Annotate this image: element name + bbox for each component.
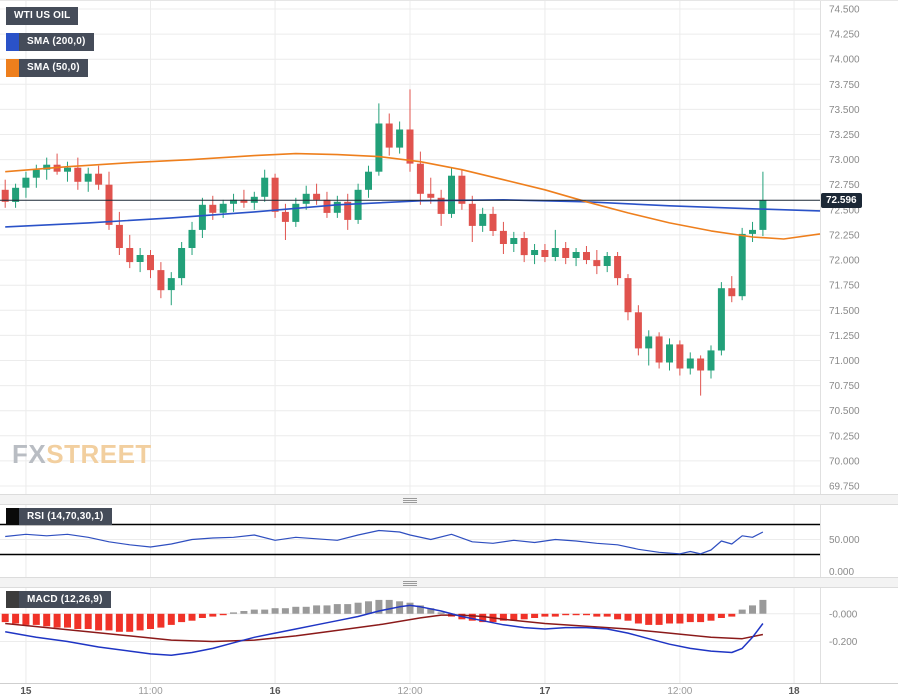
svg-text:71.500: 71.500 bbox=[829, 306, 860, 317]
panel-splitter-2[interactable] bbox=[0, 577, 898, 588]
macd-histogram bbox=[1, 599, 767, 632]
macd-axis-labels: -0.000 -0.200 bbox=[829, 609, 858, 648]
candlestick-chart-canvas[interactable]: 74.500 74.250 74.000 73.750 73.500 73.250 73.0… bbox=[0, 1, 898, 494]
macd-color-chip bbox=[6, 591, 19, 608]
candle-series bbox=[1, 89, 767, 396]
svg-text:74.500: 74.500 bbox=[829, 5, 860, 16]
time-axis[interactable]: 15 11:00 16 12:00 17 12:00 18 bbox=[0, 683, 898, 697]
time-label: 11:00 bbox=[138, 686, 163, 697]
svg-text:50.000: 50.000 bbox=[829, 535, 860, 546]
svg-text:73.250: 73.250 bbox=[829, 130, 860, 141]
sma50-badge[interactable]: SMA (50,0) bbox=[19, 59, 88, 77]
svg-text:-0.000: -0.000 bbox=[829, 609, 858, 620]
fxstreet-logo-street: STREET bbox=[46, 439, 152, 469]
price-panel: 74.500 74.250 74.000 73.750 73.500 73.250 73.0… bbox=[0, 1, 898, 494]
svg-text:72.000: 72.000 bbox=[829, 256, 860, 267]
svg-text:74.250: 74.250 bbox=[829, 30, 860, 41]
time-label: 16 bbox=[269, 686, 281, 697]
svg-text:0.000: 0.000 bbox=[829, 567, 854, 577]
time-label: 12:00 bbox=[667, 686, 693, 697]
sma-50-line bbox=[5, 152, 821, 240]
sma200-badge[interactable]: SMA (200,0) bbox=[19, 33, 94, 51]
current-price-badge: 72.596 bbox=[821, 192, 862, 208]
svg-text:70.000: 70.000 bbox=[829, 456, 860, 467]
svg-text:74.000: 74.000 bbox=[829, 55, 860, 66]
macd-badge[interactable]: MACD (12,26,9) bbox=[19, 591, 111, 608]
panel-splitter-1[interactable] bbox=[0, 494, 898, 505]
sma50-color-chip bbox=[6, 59, 19, 77]
rsi-level-lines bbox=[0, 523, 820, 556]
rsi-color-chip bbox=[6, 508, 19, 525]
rsi-legend[interactable]: RSI (14,70,30,1) bbox=[6, 508, 112, 525]
rsi-axis-labels: 50.000 0.000 bbox=[829, 535, 860, 577]
fxstreet-logo: FXSTREET bbox=[12, 439, 152, 470]
vertical-gridlines bbox=[25, 1, 795, 494]
svg-text:-0.200: -0.200 bbox=[829, 637, 858, 648]
time-label: 18 bbox=[788, 686, 800, 697]
legend-row-sma200[interactable]: SMA (200,0) bbox=[6, 33, 94, 51]
macd-chart-canvas[interactable]: -0.000 -0.200 bbox=[0, 588, 898, 683]
macd-legend[interactable]: MACD (12,26,9) bbox=[6, 591, 111, 608]
symbol-badge[interactable]: WTI US OIL bbox=[6, 7, 79, 25]
drag-grip-icon[interactable] bbox=[403, 580, 417, 587]
svg-text:70.750: 70.750 bbox=[829, 381, 860, 392]
svg-text:70.250: 70.250 bbox=[829, 431, 860, 442]
svg-text:73.500: 73.500 bbox=[829, 105, 860, 116]
rsi-line bbox=[5, 529, 764, 555]
time-label: 17 bbox=[539, 686, 551, 697]
rsi-chart-canvas[interactable]: 50.000 0.000 bbox=[0, 505, 898, 577]
fxstreet-logo-fx: FX bbox=[12, 439, 47, 469]
time-label: 15 bbox=[20, 686, 32, 697]
svg-text:72.750: 72.750 bbox=[829, 180, 860, 191]
time-label: 12:00 bbox=[397, 686, 423, 697]
macd-line bbox=[5, 604, 764, 657]
drag-grip-icon[interactable] bbox=[403, 497, 417, 504]
vertical-gridlines bbox=[25, 505, 795, 577]
svg-text:73.000: 73.000 bbox=[829, 155, 860, 166]
sma200-color-chip bbox=[6, 33, 19, 51]
svg-text:72.250: 72.250 bbox=[829, 230, 860, 241]
svg-text:71.250: 71.250 bbox=[829, 331, 860, 342]
legend-row-symbol[interactable]: WTI US OIL bbox=[6, 7, 94, 25]
svg-text:72.500: 72.500 bbox=[829, 205, 860, 216]
sma-200-line bbox=[5, 199, 821, 228]
rsi-panel: 50.000 0.000 RSI (14,70,30,1) bbox=[0, 505, 898, 577]
svg-text:71.000: 71.000 bbox=[829, 356, 860, 367]
svg-text:69.750: 69.750 bbox=[829, 482, 860, 493]
macd-signal-line bbox=[5, 614, 764, 643]
svg-text:71.750: 71.750 bbox=[829, 281, 860, 292]
chart-legend: WTI US OIL SMA (200,0) SMA (50,0) bbox=[6, 7, 94, 77]
legend-row-sma50[interactable]: SMA (50,0) bbox=[6, 59, 94, 77]
price-axis-labels: 74.500 74.250 74.000 73.750 73.500 73.250 73.0… bbox=[829, 5, 860, 493]
rsi-badge[interactable]: RSI (14,70,30,1) bbox=[19, 508, 112, 525]
svg-text:70.500: 70.500 bbox=[829, 406, 860, 417]
macd-panel: -0.000 -0.200 MACD (12,26,9) bbox=[0, 588, 898, 683]
svg-text:73.750: 73.750 bbox=[829, 80, 860, 91]
vertical-gridlines bbox=[25, 588, 795, 683]
